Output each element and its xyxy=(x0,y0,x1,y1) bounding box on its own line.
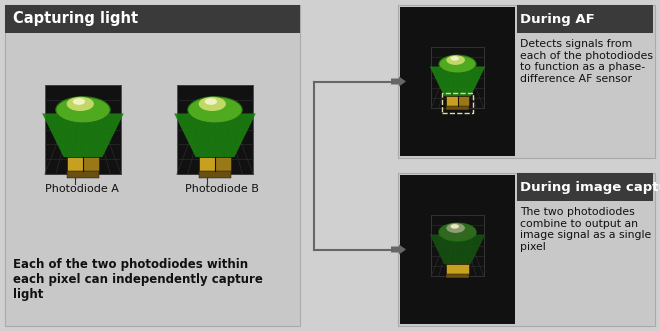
Bar xyxy=(446,264,469,274)
Bar xyxy=(446,96,457,106)
Bar xyxy=(446,274,469,278)
Bar xyxy=(5,5,300,326)
Bar xyxy=(188,112,242,116)
Bar xyxy=(442,93,473,113)
Polygon shape xyxy=(430,235,485,264)
Bar xyxy=(400,175,515,324)
Text: During image capture: During image capture xyxy=(520,180,660,194)
FancyArrow shape xyxy=(391,76,406,86)
Bar xyxy=(446,106,469,110)
Ellipse shape xyxy=(451,224,459,229)
Bar xyxy=(56,112,110,116)
Ellipse shape xyxy=(439,223,476,241)
Bar xyxy=(177,85,253,174)
Bar xyxy=(439,66,476,68)
Bar xyxy=(45,85,121,174)
Text: Capturing light: Capturing light xyxy=(13,12,138,26)
Bar xyxy=(439,234,476,236)
Ellipse shape xyxy=(56,97,110,123)
Ellipse shape xyxy=(205,98,217,105)
Bar xyxy=(199,157,215,171)
Polygon shape xyxy=(174,114,256,157)
Bar xyxy=(432,215,484,276)
Polygon shape xyxy=(430,67,485,96)
Text: Each of the two photodiodes within
each pixel can independently capture
light: Each of the two photodiodes within each … xyxy=(13,258,263,301)
Ellipse shape xyxy=(439,55,476,73)
Bar xyxy=(83,157,99,171)
Bar xyxy=(67,157,83,171)
Bar xyxy=(432,47,484,108)
Ellipse shape xyxy=(188,97,242,123)
Text: Photodiode A: Photodiode A xyxy=(45,184,119,194)
Bar xyxy=(517,5,653,33)
Text: Detects signals from
each of the photodiodes
to function as a phase-
difference : Detects signals from each of the photodi… xyxy=(520,39,653,84)
Ellipse shape xyxy=(451,56,459,61)
Ellipse shape xyxy=(67,97,94,111)
Ellipse shape xyxy=(446,55,465,65)
Ellipse shape xyxy=(73,98,85,105)
Bar xyxy=(517,173,653,201)
Bar xyxy=(398,5,655,158)
Bar xyxy=(398,173,655,326)
Bar xyxy=(457,96,469,106)
Bar xyxy=(5,5,300,33)
Text: During AF: During AF xyxy=(520,13,595,25)
Bar xyxy=(400,7,515,156)
Ellipse shape xyxy=(446,223,465,233)
Text: The two photodiodes
combine to output an
image signal as a single
pixel: The two photodiodes combine to output an… xyxy=(520,207,651,252)
Text: Photodiode B: Photodiode B xyxy=(185,184,259,194)
Polygon shape xyxy=(42,114,124,157)
Bar xyxy=(215,157,231,171)
Ellipse shape xyxy=(199,97,226,111)
Bar xyxy=(199,171,231,177)
Bar xyxy=(67,171,99,177)
FancyArrow shape xyxy=(391,245,406,255)
